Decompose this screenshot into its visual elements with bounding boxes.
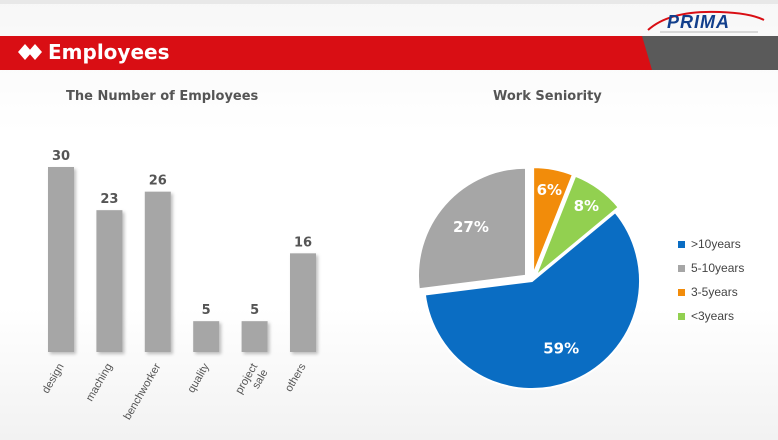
legend-label: 5-10years bbox=[691, 261, 745, 275]
bar-chart-title: The Number of Employees bbox=[66, 89, 259, 104]
bar-value-label: 5 bbox=[250, 303, 259, 318]
bar-others bbox=[290, 253, 316, 352]
pie-value-label: 59% bbox=[543, 339, 579, 357]
pie-slice--10years bbox=[423, 210, 641, 390]
pie-chart-title: Work Seniority bbox=[493, 89, 602, 104]
bar-maching bbox=[96, 210, 123, 352]
pie-value-label: 8% bbox=[574, 197, 599, 215]
diamonds-icon bbox=[18, 44, 42, 60]
legend-swatch bbox=[678, 312, 685, 320]
bar-value-label: 16 bbox=[294, 235, 312, 250]
top-border bbox=[0, 0, 778, 4]
pie-slice--3years bbox=[534, 174, 621, 277]
legend-label: >10years bbox=[691, 237, 741, 251]
bar-benchworker bbox=[144, 191, 171, 352]
pie-slice-3-5years bbox=[532, 166, 575, 276]
bar-project-sale bbox=[241, 321, 268, 352]
legend-swatch bbox=[678, 264, 685, 272]
pie-legend: >10years 5-10years 3-5years <3years bbox=[678, 232, 744, 328]
header-banner bbox=[0, 36, 778, 70]
legend-item: 3-5years bbox=[678, 280, 744, 304]
legend-label: <3years bbox=[691, 309, 735, 323]
bar-quality bbox=[193, 321, 220, 352]
legend-swatch bbox=[678, 288, 685, 296]
legend-item: 5-10years bbox=[678, 256, 744, 280]
prima-logo bbox=[647, 10, 765, 33]
pie-value-label: 27% bbox=[453, 218, 489, 236]
legend-label: 3-5years bbox=[691, 285, 738, 299]
header-gray-band bbox=[640, 36, 778, 70]
bar-value-label: 26 bbox=[149, 174, 167, 189]
bar-value-label: 5 bbox=[202, 303, 211, 318]
legend-item: <3years bbox=[678, 304, 744, 328]
bar-design bbox=[48, 167, 74, 352]
legend-item: >10years bbox=[678, 232, 744, 256]
bar-value-label: 30 bbox=[52, 149, 70, 164]
pie-slice-5-10years bbox=[417, 166, 527, 291]
pie-value-label: 6% bbox=[537, 181, 562, 199]
legend-swatch bbox=[678, 240, 685, 248]
header-red-band bbox=[0, 36, 652, 70]
logo-text: PRIMA bbox=[667, 12, 730, 32]
bar-value-label: 23 bbox=[100, 192, 118, 207]
page-title: Employees bbox=[48, 40, 170, 64]
